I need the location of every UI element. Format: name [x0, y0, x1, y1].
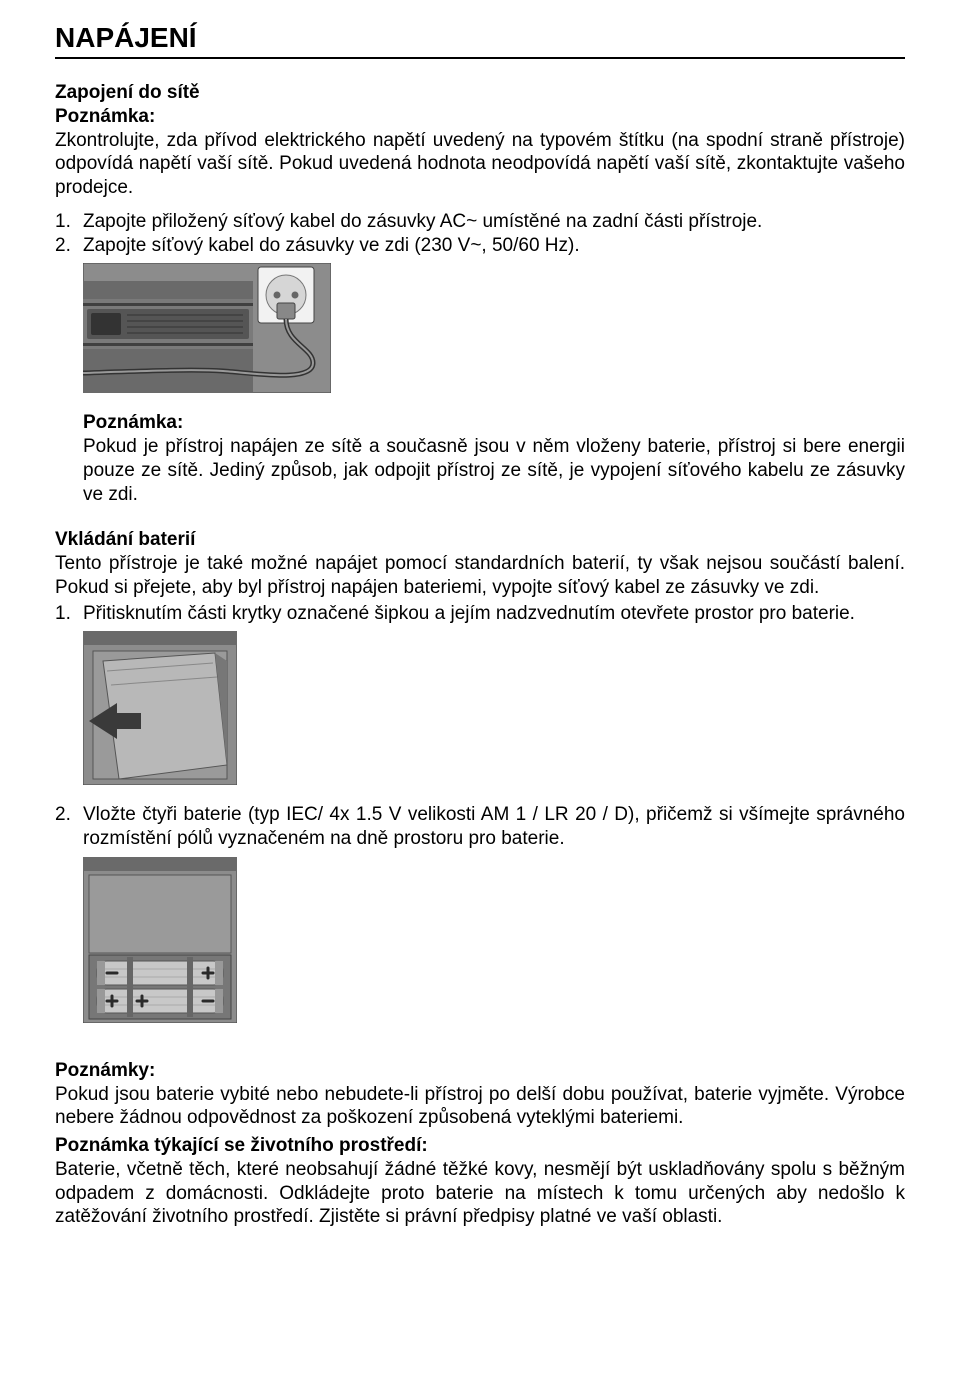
- final-notes-body: Pokud jsou baterie vybité nebo nebudete-…: [55, 1083, 905, 1131]
- section2-intro: Tento přístroje je také možné napájet po…: [55, 552, 905, 600]
- section1-heading: Zapojení do sítě: [55, 81, 905, 105]
- step-text: Zapojte přiložený síťový kabel do zásuvk…: [83, 210, 905, 234]
- note2-body: Pokud je přístroj napájen ze sítě a souč…: [83, 435, 905, 506]
- note2-label: Poznámka:: [83, 411, 905, 435]
- step-num: 1.: [55, 602, 83, 626]
- section1-note-body: Zkontrolujte, zda přívod elektrického na…: [55, 129, 905, 200]
- final-notes-label: Poznámky:: [55, 1059, 905, 1083]
- env-note-body: Baterie, včetně těch, které neobsahují ž…: [55, 1158, 905, 1229]
- step-text: Zapojte síťový kabel do zásuvky ve zdi (…: [83, 234, 905, 258]
- section1-step1: 1. Zapojte přiložený síťový kabel do zás…: [55, 210, 905, 234]
- section1-note2: Poznámka: Pokud je přístroj napájen ze s…: [83, 411, 905, 506]
- section1-step2: 2. Zapojte síťový kabel do zásuvky ve zd…: [55, 234, 905, 258]
- section2-step2: 2. Vložte čtyři baterie (typ IEC/ 4x 1.5…: [55, 803, 905, 851]
- page-title: NAPÁJENÍ: [55, 20, 905, 59]
- section2-heading: Vkládání baterií: [55, 528, 905, 552]
- figure-power-plug: [83, 263, 905, 393]
- step-text: Přitisknutím části krytky označené šipko…: [83, 602, 905, 626]
- figure-batteries: [83, 857, 905, 1023]
- env-note-label: Poznámka týkající se životního prostředí…: [55, 1134, 905, 1158]
- step-num: 1.: [55, 210, 83, 234]
- step-text: Vložte čtyři baterie (typ IEC/ 4x 1.5 V …: [83, 803, 905, 851]
- section2-step1: 1. Přitisknutím části krytky označené ši…: [55, 602, 905, 626]
- step-num: 2.: [55, 234, 83, 258]
- step-num: 2.: [55, 803, 83, 851]
- section1-note-label: Poznámka:: [55, 105, 905, 129]
- figure-battery-cover: [83, 631, 905, 785]
